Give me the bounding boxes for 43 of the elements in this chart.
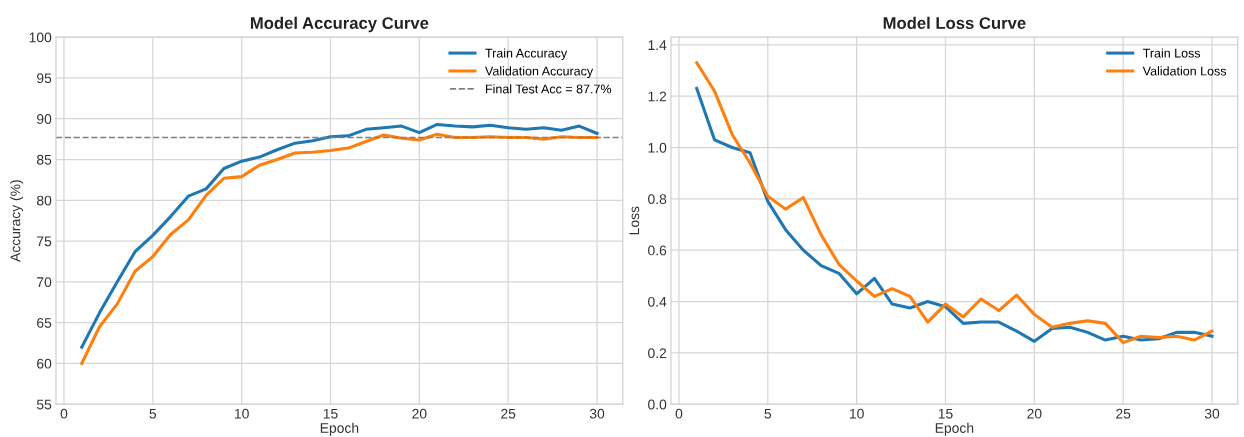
y-tick-label: 0.2 <box>648 348 667 359</box>
y-axis-title: Loss <box>629 206 640 235</box>
x-tick-label: 15 <box>938 408 953 419</box>
y-tick-label: 55 <box>36 399 52 410</box>
x-axis-title: Epoch <box>320 422 359 436</box>
legend-label: Train Loss <box>1142 48 1201 58</box>
x-tick-label: 30 <box>1204 408 1220 419</box>
legend-label: Train Accuracy <box>485 48 568 61</box>
x-tick-label: 10 <box>849 408 864 419</box>
y-tick-label: 90 <box>37 114 52 124</box>
y-tick-label: 70 <box>37 277 52 288</box>
y-tick-label: 95 <box>37 73 52 84</box>
x-tick-label: 5 <box>764 408 772 419</box>
x-tick-label: 25 <box>1116 408 1131 419</box>
y-tick-label: 75 <box>37 236 52 247</box>
y-axis-title: Accuracy (%) <box>10 180 24 262</box>
y-tick-label: 1.4 <box>648 40 667 50</box>
y-tick-label: 0.6 <box>648 245 667 256</box>
x-tick-label: 20 <box>412 408 427 419</box>
x-tick-label: 25 <box>501 408 516 419</box>
chart-title: Model Loss Curve <box>883 16 1026 29</box>
y-tick-label: 80 <box>36 195 52 206</box>
x-tick-label: 0 <box>60 408 68 419</box>
y-tick-label: 1.2 <box>648 91 667 102</box>
legend-label: Final Test Acc = 87.7% <box>485 84 612 94</box>
x-tick-label: 0 <box>675 408 683 419</box>
x-axis-title: Epoch <box>935 422 974 436</box>
x-tick-label: 10 <box>234 408 249 419</box>
y-tick-label: 100 <box>29 32 52 43</box>
y-tick-label: 1.0 <box>648 142 667 153</box>
y-tick-label: 0.4 <box>648 296 667 307</box>
y-tick-label: 0.8 <box>648 194 667 205</box>
y-tick-label: 60 <box>37 358 52 369</box>
chart-title: Model Accuracy Curve <box>250 16 429 33</box>
y-tick-label: 85 <box>36 154 52 165</box>
x-tick-label: 5 <box>149 408 157 419</box>
y-tick-label: 65 <box>37 317 52 328</box>
x-tick-label: 15 <box>323 408 338 419</box>
y-tick-label: 0.0 <box>648 399 667 410</box>
legend-label: Validation Accuracy <box>485 66 594 78</box>
x-tick-label: 30 <box>589 408 605 419</box>
x-tick-label: 20 <box>1027 408 1042 419</box>
legend-label: Validation Loss <box>1142 66 1227 76</box>
